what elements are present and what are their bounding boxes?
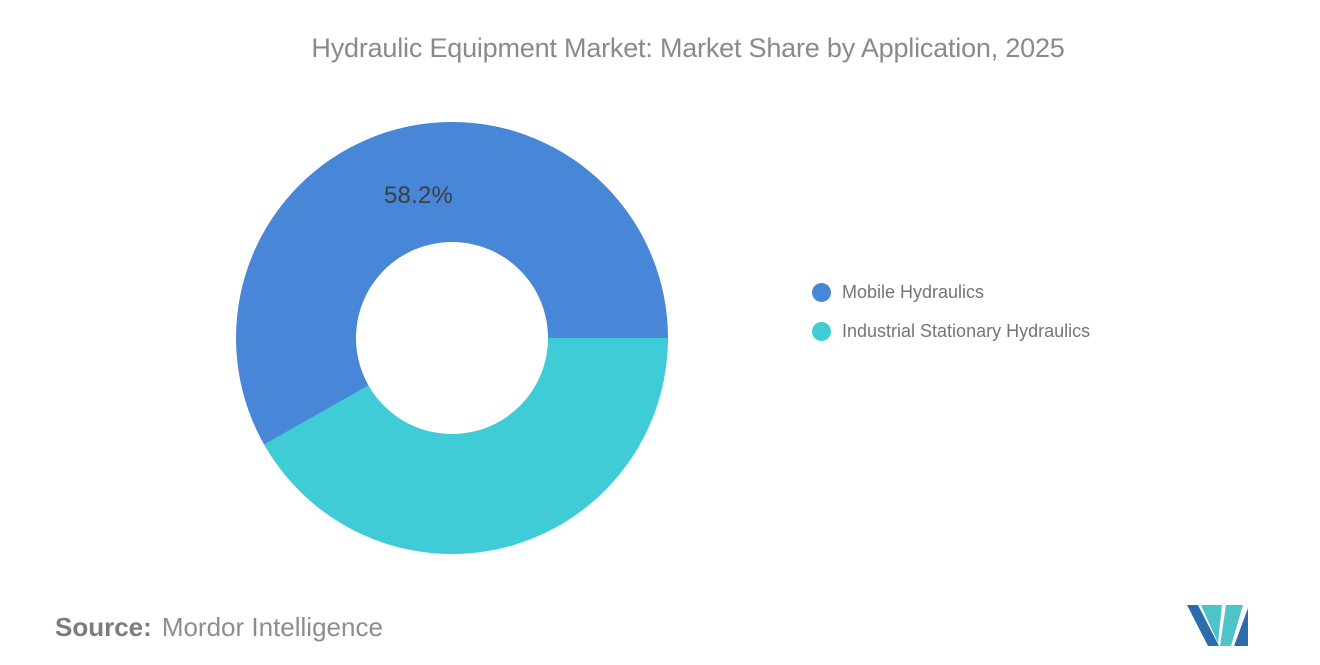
legend-item-industrial-stationary-hydraulics[interactable]: Industrial Stationary Hydraulics xyxy=(812,321,1091,341)
legend: Mobile Hydraulics Industrial Stationary … xyxy=(812,282,1091,361)
donut-hole xyxy=(356,242,548,434)
mordor-intelligence-logo xyxy=(1187,605,1248,646)
legend-marker-icon xyxy=(812,283,831,302)
legend-item-mobile-hydraulics[interactable]: Mobile Hydraulics xyxy=(812,282,1090,302)
source-label: Source: xyxy=(55,612,152,642)
chart-title: Hydraulic Equipment Market: Market Share… xyxy=(311,33,1065,63)
legend-item-label: Industrial Stationary Hydraulics xyxy=(842,321,1091,341)
legend-item-label: Mobile Hydraulics xyxy=(842,282,985,302)
source-attribution: Source: Mordor Intelligence xyxy=(55,612,383,643)
donut-chart[interactable] xyxy=(236,122,668,554)
legend-marker-icon xyxy=(812,322,831,341)
source-value: Mordor Intelligence xyxy=(161,612,383,642)
slice-label-mobile-hydraulics: 58.2% xyxy=(384,182,454,209)
